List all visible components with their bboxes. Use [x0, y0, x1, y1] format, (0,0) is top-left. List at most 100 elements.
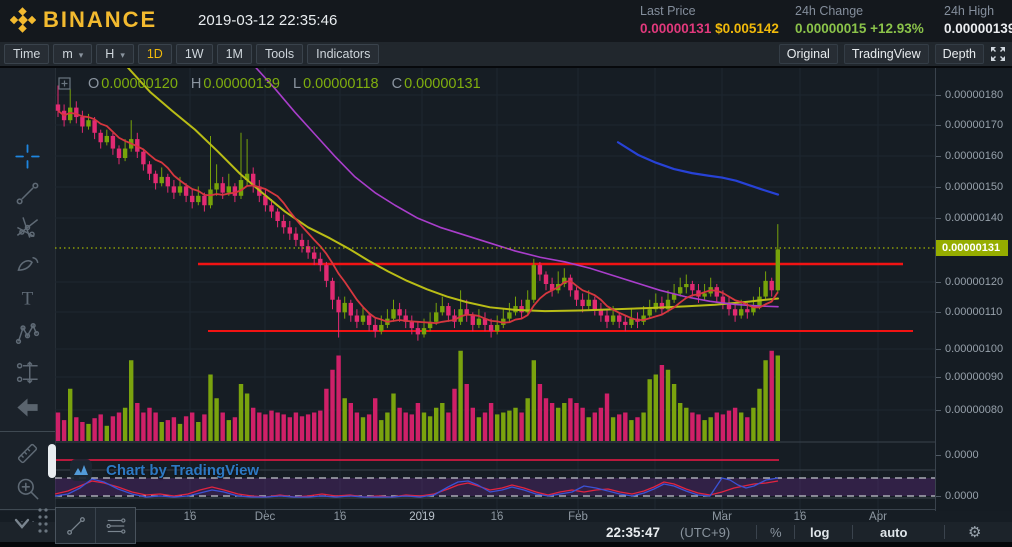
volume-bar — [251, 407, 256, 441]
brush-icon[interactable] — [14, 251, 41, 278]
log-scale-button[interactable]: log — [810, 525, 830, 540]
candle-body — [342, 302, 347, 313]
brand[interactable]: BINANCE — [10, 7, 157, 33]
volume-bar — [421, 412, 427, 441]
candle-body — [434, 312, 439, 322]
favorite-horizontal-lines-button[interactable] — [95, 508, 135, 543]
time-tick-mark — [497, 510, 498, 513]
candle-body — [549, 284, 555, 291]
depth-view-button[interactable]: Depth — [934, 44, 984, 64]
volume-bar — [263, 414, 268, 441]
time-tick-label: Dec — [254, 511, 276, 523]
candle-body — [183, 186, 189, 196]
volume-bar — [653, 374, 658, 441]
candle-body — [354, 315, 360, 322]
volume-bar — [68, 388, 73, 441]
time-button[interactable]: Time — [4, 44, 50, 64]
last-price-value: 0.00000131 — [640, 21, 712, 36]
open-label: O — [88, 76, 100, 92]
volume-bar — [714, 412, 719, 441]
gann-fib-icon[interactable] — [14, 214, 41, 241]
drag-dots-icon[interactable] — [35, 506, 51, 534]
candle-body — [104, 135, 109, 143]
text-icon[interactable]: T — [14, 284, 41, 311]
arrow-left-icon[interactable] — [14, 394, 41, 421]
volume-bar — [214, 398, 219, 441]
main-chart-canvas[interactable] — [55, 68, 935, 511]
candle-body — [318, 258, 323, 266]
tools-button[interactable]: Tools — [255, 44, 304, 64]
indicators-button[interactable]: Indicators — [307, 44, 380, 64]
minutes-dropdown[interactable]: m ▾ — [53, 44, 93, 64]
close-label: C — [391, 76, 403, 92]
volume-bar — [415, 403, 421, 441]
volume-bar — [696, 414, 701, 441]
interval-1d-button[interactable]: 1D — [137, 44, 172, 64]
volume-bar — [617, 414, 622, 441]
volume-bar — [556, 407, 561, 441]
volume-bar — [366, 414, 372, 441]
candle-body — [537, 265, 543, 275]
tradingview-watermark[interactable]: Chart by TradingView — [70, 459, 259, 481]
low-value: 0.00000118 — [303, 76, 379, 92]
price-tick-mark — [936, 377, 941, 378]
volume-bar — [678, 403, 683, 441]
price-axis[interactable]: 0.00000180 0.00000170 0.00000160 0.00000150… — [935, 68, 1012, 511]
collapse-chevron-icon[interactable] — [10, 514, 34, 534]
volume-bar — [684, 407, 689, 441]
open-value: 0.00000120 — [101, 76, 178, 92]
percent-scale-button[interactable]: % — [770, 525, 782, 540]
candle-body — [165, 176, 170, 187]
tradingview-view-button[interactable]: TradingView — [843, 44, 929, 64]
volume-bar — [629, 420, 634, 441]
volume-bar — [244, 393, 250, 441]
gear-icon[interactable]: ⚙ — [968, 524, 982, 541]
price-tick-mark — [936, 410, 941, 411]
candle-body — [299, 239, 305, 247]
volume-bar — [238, 384, 244, 441]
interval-1m-button[interactable]: 1M — [216, 44, 252, 64]
time-tick-label: Mar — [712, 511, 732, 523]
xabcd-pattern-icon[interactable] — [14, 320, 41, 347]
volume-bar — [281, 414, 286, 441]
forecast-icon[interactable] — [14, 359, 41, 386]
zoom-in-icon[interactable] — [14, 475, 41, 502]
fullscreen-icon[interactable] — [990, 46, 1006, 62]
interval-1w-button[interactable]: 1W — [175, 44, 213, 64]
volume-bar — [183, 416, 189, 441]
compare-add-icon[interactable] — [58, 76, 73, 92]
volume-bar — [745, 417, 750, 441]
time-tick-label: 16 — [183, 511, 197, 523]
candle-body — [568, 277, 573, 291]
footer-timezone[interactable]: (UTC+9) — [680, 525, 731, 540]
candle-body — [617, 315, 622, 322]
volume-bar — [513, 407, 518, 441]
volume-bar — [464, 384, 469, 441]
price-tick-label: 0.00000180 — [945, 89, 1004, 101]
auto-scale-button[interactable]: auto — [880, 525, 908, 540]
volume-bar — [55, 412, 61, 441]
pane-resize-grip[interactable] — [48, 444, 56, 478]
ruler-icon[interactable] — [14, 440, 41, 467]
hours-dropdown[interactable]: H ▾ — [96, 44, 134, 64]
candle-body — [116, 148, 122, 158]
original-view-button[interactable]: Original — [778, 44, 838, 64]
time-axis[interactable]: 16 Dec 16 2019 16 Feb Mar 16 Apr — [55, 509, 935, 523]
trend-line-icon[interactable] — [14, 180, 41, 207]
candle-body — [287, 227, 292, 234]
volume-bar — [409, 414, 414, 441]
price-tick-label: 0.00000160 — [945, 150, 1004, 162]
candle-body — [415, 328, 421, 335]
price-tick-mark — [936, 95, 941, 96]
time-tick-mark — [340, 510, 341, 513]
crosshair-icon[interactable] — [14, 143, 41, 170]
price-tick-label: 0.00000100 — [945, 343, 1004, 355]
candle-body — [153, 173, 158, 184]
chart-area[interactable]: O 0.00000120 H 0.00000139 L 0.00000118 C 0.0… — [55, 68, 935, 511]
last-price-usd: $0.005142 — [715, 21, 779, 36]
candle-body — [488, 324, 494, 332]
volume-bar — [208, 374, 213, 441]
stat-label: 24h High — [944, 4, 995, 18]
favorite-trend-line-button[interactable] — [56, 508, 95, 543]
candle-body — [745, 309, 750, 313]
